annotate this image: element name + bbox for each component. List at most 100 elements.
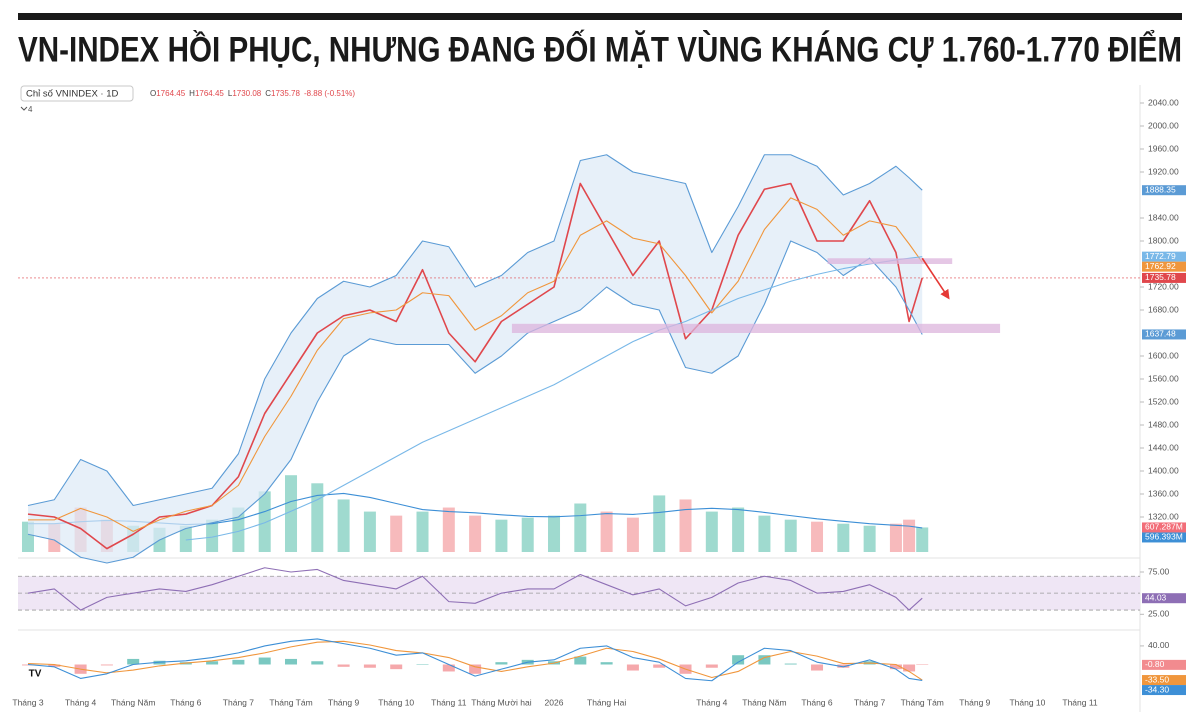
x-tick-label: 2026 [545,697,564,707]
bar [127,658,140,665]
last-value-box [1142,685,1186,696]
y-tick-label: 1600.00 [1148,350,1179,360]
y-tick-label: 2040.00 [1148,97,1179,107]
last-value-box [1142,272,1186,283]
y-tick-label: 1320.00 [1148,511,1179,521]
y-tick-label: 1360.00 [1148,488,1179,498]
bar [916,664,929,665]
ohlc-value: 1764.45 [195,89,224,98]
bar [653,495,666,552]
y-tick-label: 1720.00 [1148,281,1179,291]
x-tick-label: Tháng Năm [742,697,786,707]
bar [548,515,561,552]
x-tick-label: Tháng 9 [959,697,990,707]
y-tick-label: 1520.00 [1148,396,1179,406]
last-value-label: 1735.78 [1145,272,1176,282]
bar [206,519,219,552]
price-pane [18,154,1140,564]
bar [311,483,324,552]
bar [258,657,271,665]
symbol: Chỉ số VNINDEX · 1D [26,89,119,100]
bar [495,519,508,552]
bar [811,664,824,671]
bar [363,664,376,668]
last-value-box [1142,593,1186,604]
symbol-box [20,85,134,102]
zone [511,323,1001,333]
x-tick-label: Tháng Tám [269,697,312,707]
bar [916,527,929,552]
last-value-box [1142,675,1186,686]
series-line [27,567,923,611]
ohlc-value: 1735.78 [271,89,300,98]
bar [416,664,429,665]
arrow [921,257,950,300]
bar [337,664,350,667]
y-tick-label: 25.00 [1148,609,1170,619]
y-tick-label: 1680.00 [1148,304,1179,314]
y-tick-label: 1400.00 [1148,465,1179,475]
last-value-label: 1772.79 [1145,251,1176,261]
bar [758,515,771,552]
y-tick-label: 40.00 [1148,640,1170,650]
x-tick-label: Tháng 10 [378,697,414,707]
bar [903,664,916,672]
bar [285,475,298,552]
bar [732,507,745,552]
x-tick-label: Tháng 11 [431,697,467,707]
x-tick-label: Tháng Hai [587,697,626,707]
bar [206,661,219,665]
series-line [27,182,923,550]
last-value-box [1142,185,1186,196]
bar [903,519,916,552]
last-value-box [1142,329,1186,340]
page-title: VN-INDEX HỒI PHỤC, NHƯNG ĐANG ĐỐI MẶT VÙ… [18,29,1182,69]
rsi-pane [18,567,1140,611]
bar [311,661,324,665]
bar [337,499,350,552]
indicator-count: 4 [28,105,33,114]
y-tick-label: 1840.00 [1148,212,1179,222]
x-tick-label: Tháng 9 [328,697,359,707]
x-tick-label: Tháng Tám [901,697,944,707]
bar [495,662,508,665]
header-bar [18,13,1182,20]
bar [574,503,587,552]
x-tick-label: Tháng 11 [1062,697,1098,707]
bar [574,656,587,665]
bar [469,515,482,552]
bar [889,523,902,552]
bar [784,663,797,665]
bar [784,519,797,552]
last-value-label: 44.03 [1145,592,1167,602]
ohlc-label: L [228,89,233,98]
ohlc-value: 1730.08 [232,89,261,98]
x-tick-label: Tháng 10 [1009,697,1045,707]
bar [416,511,429,552]
y-tick-label: 1440.00 [1148,442,1179,452]
ohlc-label: O [150,89,156,98]
x-tick-label: Tháng 3 [12,697,43,707]
last-value-box [1142,659,1186,670]
bar [179,525,192,552]
change: -8.88 (-0.51%) [304,89,355,98]
last-value-label: 596.393M [1145,532,1183,542]
bar [232,659,245,665]
ohlc-label: C [265,89,271,98]
bar [469,664,482,674]
x-tick-label: Tháng Mười hai [471,697,532,707]
series-line [27,638,923,682]
last-value-box [1142,261,1186,272]
ohlc-value: 1764.45 [156,89,185,98]
x-tick-label: Tháng Năm [111,697,155,707]
x-tick-label: Tháng 6 [170,697,201,707]
bar [258,491,271,552]
bar [626,664,639,671]
series-line [27,154,923,507]
bar [837,664,850,668]
bar [363,511,376,552]
y-tick-label: 1800.00 [1148,235,1179,245]
last-value-box [1142,522,1186,533]
bar [521,517,534,552]
ohlc-legend: O1764.45 H1764.45 L1730.08 C1735.78 -8.88 (-… [150,89,355,98]
